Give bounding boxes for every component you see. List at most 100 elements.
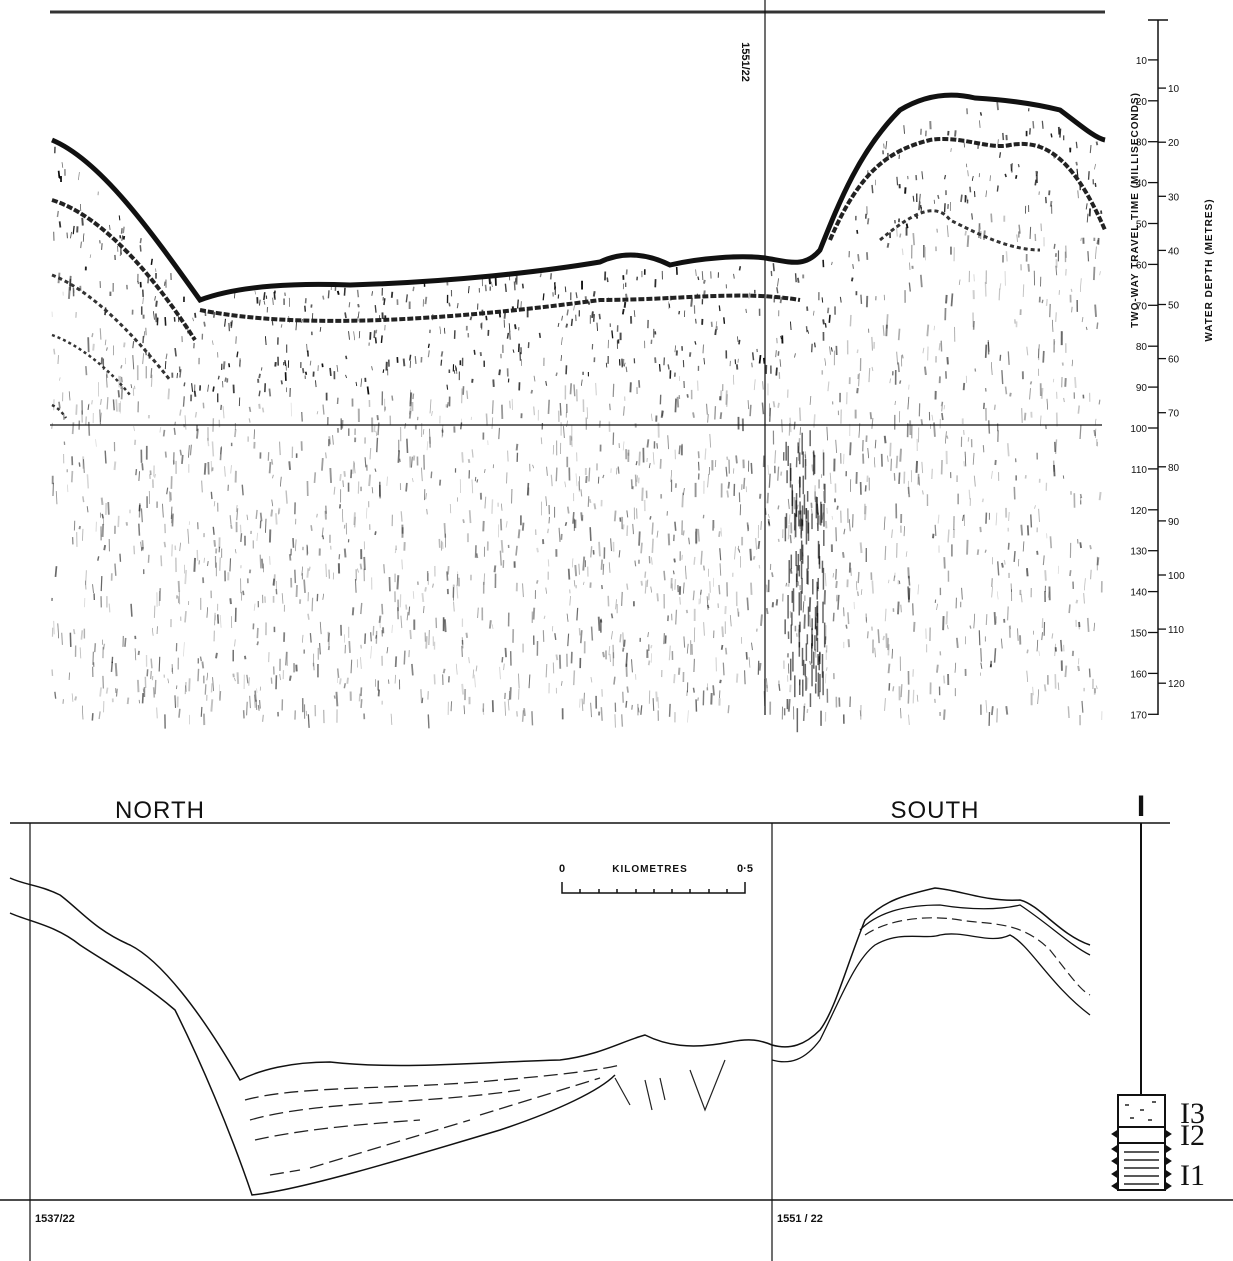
record-grain bbox=[206, 560, 209, 567]
record-grain bbox=[82, 496, 85, 503]
record-grain bbox=[1026, 670, 1029, 683]
record-grain bbox=[236, 508, 239, 521]
record-grain bbox=[210, 683, 213, 693]
record-grain bbox=[892, 686, 895, 692]
record-grain bbox=[724, 647, 728, 655]
record-grain bbox=[306, 568, 310, 578]
record-grain bbox=[631, 485, 635, 490]
record-grain bbox=[899, 380, 902, 384]
record-grain bbox=[1064, 665, 1068, 678]
record-grain bbox=[164, 451, 167, 458]
record-grain bbox=[1094, 163, 1096, 170]
record-grain bbox=[1034, 179, 1037, 186]
record-grain bbox=[273, 574, 276, 586]
record-grain bbox=[206, 607, 208, 618]
record-grain bbox=[719, 412, 723, 420]
record-grain bbox=[535, 580, 539, 584]
record-grain bbox=[213, 539, 217, 547]
record-grain bbox=[533, 375, 536, 382]
record-grain bbox=[915, 460, 919, 473]
record-grain bbox=[822, 319, 825, 325]
record-grain bbox=[1060, 639, 1063, 652]
record-grain bbox=[162, 503, 164, 518]
record-grain bbox=[312, 662, 316, 671]
record-grain bbox=[1032, 120, 1035, 129]
record-grain bbox=[381, 603, 384, 615]
record-grain bbox=[360, 602, 363, 615]
record-grain bbox=[667, 435, 670, 450]
record-grain bbox=[612, 383, 615, 397]
record-grain bbox=[189, 444, 193, 456]
depth-tick-label: 100 bbox=[1168, 571, 1185, 582]
record-grain bbox=[322, 295, 325, 300]
record-grain bbox=[371, 291, 373, 296]
time-tick-label: 110 bbox=[1131, 465, 1147, 476]
record-grain bbox=[346, 677, 349, 684]
record-grain bbox=[530, 389, 534, 394]
record-grain bbox=[366, 386, 370, 395]
record-grain bbox=[87, 337, 90, 353]
record-grain bbox=[857, 254, 860, 262]
record-grain bbox=[360, 657, 362, 669]
record-grain bbox=[1055, 265, 1058, 276]
record-grain bbox=[383, 298, 386, 306]
record-grain bbox=[811, 508, 813, 515]
record-grain bbox=[964, 451, 967, 467]
record-grain bbox=[137, 650, 140, 656]
record-grain bbox=[142, 353, 144, 365]
record-grain bbox=[1050, 133, 1053, 138]
record-grain bbox=[412, 393, 415, 400]
record-grain bbox=[613, 510, 617, 522]
record-grain bbox=[572, 558, 574, 568]
record-grain bbox=[213, 311, 216, 318]
record-grain bbox=[308, 566, 311, 571]
record-grain bbox=[263, 300, 266, 305]
record-grain bbox=[946, 435, 949, 439]
record-grain bbox=[455, 365, 457, 371]
record-grain bbox=[638, 451, 641, 466]
record-grain bbox=[292, 537, 295, 548]
record-grain bbox=[1007, 542, 1010, 550]
record-grain bbox=[423, 605, 425, 614]
record-grain bbox=[1098, 399, 1101, 405]
record-grain bbox=[705, 403, 708, 415]
record-grain bbox=[777, 402, 780, 408]
record-grain bbox=[508, 323, 511, 333]
record-grain bbox=[683, 636, 686, 648]
record-grain bbox=[141, 463, 144, 471]
record-grain bbox=[1092, 266, 1096, 281]
record-grain bbox=[908, 714, 910, 725]
record-grain bbox=[745, 651, 748, 660]
record-grain bbox=[871, 580, 874, 594]
record-grain bbox=[826, 307, 830, 314]
record-grain bbox=[102, 514, 105, 525]
record-grain bbox=[1042, 555, 1045, 566]
record-grain bbox=[702, 279, 706, 284]
record-grain bbox=[958, 279, 961, 285]
record-grain bbox=[859, 542, 863, 554]
record-grain bbox=[239, 359, 241, 367]
record-grain bbox=[456, 584, 459, 599]
record-grain bbox=[590, 626, 594, 641]
record-grain bbox=[53, 620, 55, 635]
record-grain bbox=[1095, 141, 1099, 146]
record-grain bbox=[93, 643, 97, 653]
record-grain bbox=[848, 519, 851, 532]
record-grain bbox=[424, 587, 427, 592]
record-grain bbox=[936, 603, 938, 611]
seismic-record bbox=[51, 101, 1103, 733]
record-grain bbox=[899, 233, 902, 238]
record-grain bbox=[1042, 350, 1045, 363]
record-grain bbox=[360, 699, 363, 709]
record-grain bbox=[545, 380, 548, 386]
record-grain bbox=[82, 705, 84, 720]
record-grain bbox=[1077, 665, 1081, 672]
record-grain bbox=[1008, 511, 1010, 522]
record-grain bbox=[446, 571, 449, 581]
record-grain bbox=[738, 549, 741, 553]
record-grain bbox=[187, 528, 190, 544]
record-grain bbox=[933, 325, 935, 331]
record-grain bbox=[796, 504, 799, 510]
record-grain bbox=[234, 429, 237, 438]
record-grain bbox=[342, 509, 344, 523]
